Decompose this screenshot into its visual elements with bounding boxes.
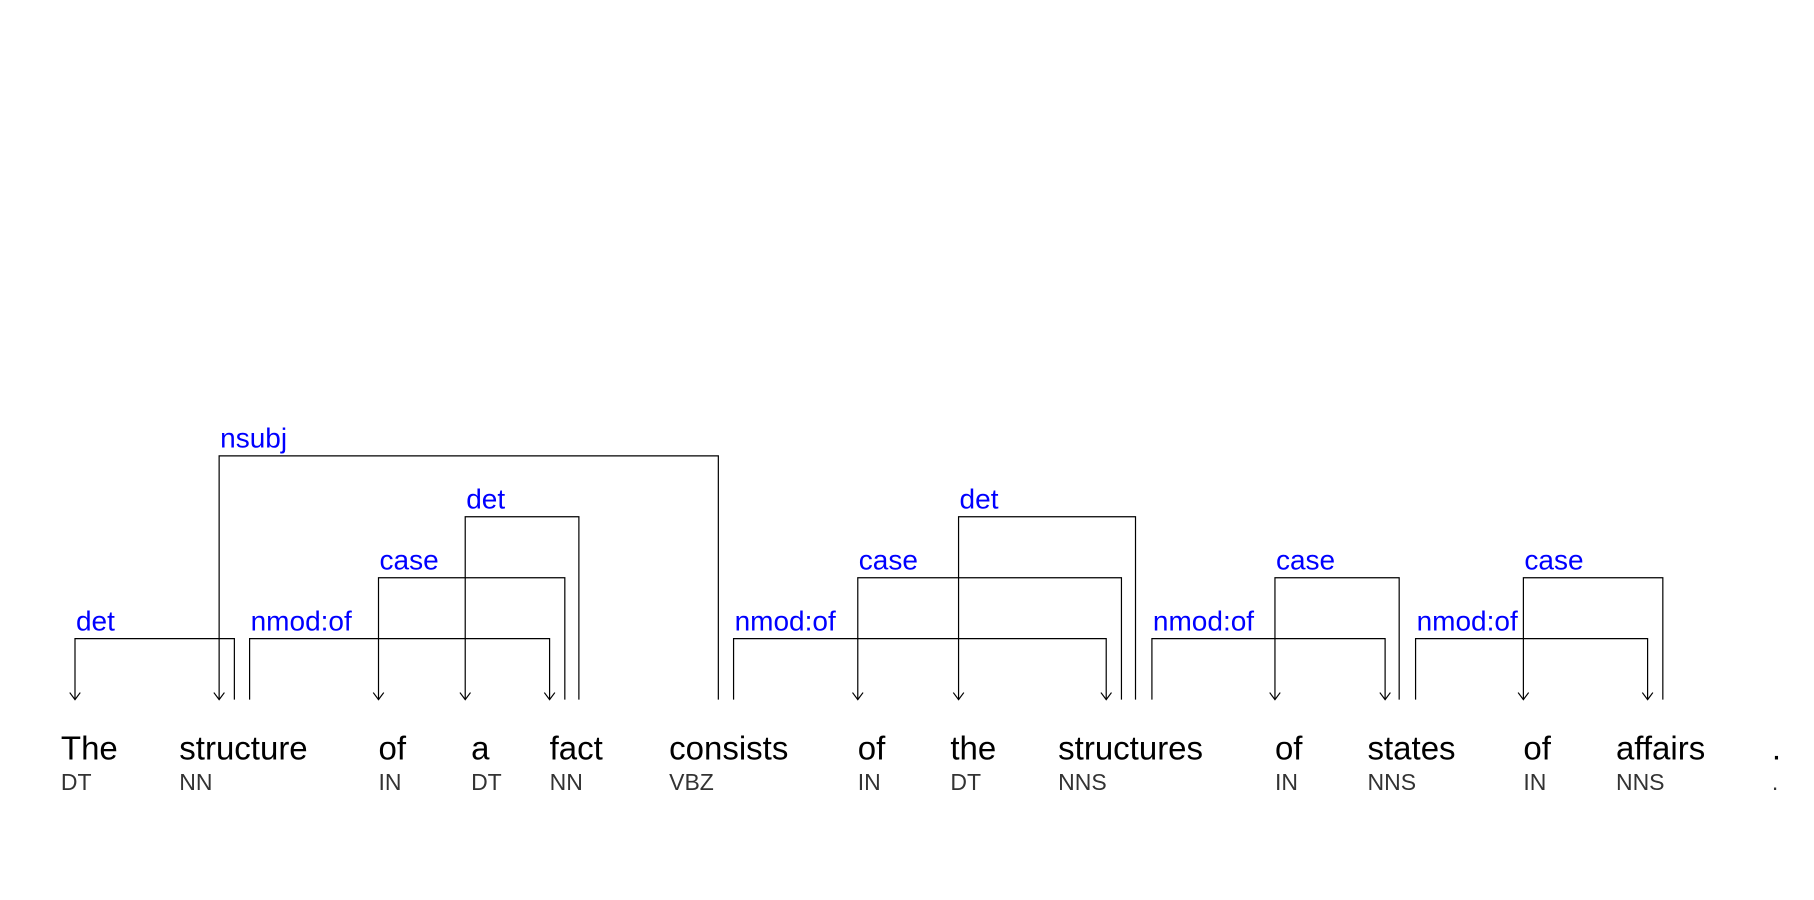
arrowhead-icon — [1100, 692, 1112, 701]
tokens-layer: The DT structure NN of IN a DT fact NN consists VBZ… — [61, 729, 1781, 794]
token-9: of IN — [1275, 729, 1303, 794]
pos-tag: NNS — [1616, 769, 1665, 795]
pos-tag: NNS — [1058, 769, 1107, 795]
dependency-arc-nmod-of: nmod:of — [732, 605, 1112, 701]
arc-label: nmod:of — [251, 605, 352, 636]
arc-label: det — [76, 605, 115, 636]
dependency-arc-case: case — [852, 545, 1123, 701]
arc-label: nsubj — [220, 423, 287, 454]
dependency-arc-det: det — [69, 605, 235, 701]
pos-tag: IN — [379, 769, 402, 795]
arc-line — [732, 638, 1107, 700]
pos-tag: IN — [1523, 769, 1546, 795]
token-7: the DT — [950, 729, 996, 794]
arc-label: nmod:of — [1417, 605, 1518, 636]
token-word: states — [1368, 729, 1456, 766]
arcs-layer: detnsubjnmod:ofcasedetnmod:ofcasedetnmod… — [69, 423, 1664, 701]
arc-line — [464, 516, 580, 700]
arrowhead-icon — [372, 692, 385, 701]
dependency-arc-case: case — [1269, 545, 1400, 701]
arrowhead-icon — [852, 692, 864, 701]
token-13: .. — [1772, 729, 1781, 794]
token-0: The DT — [61, 729, 118, 794]
token-3: a DT — [471, 729, 502, 794]
dependency-arc-det: det — [459, 484, 580, 701]
token-word: of — [858, 729, 886, 766]
arrowhead-icon — [952, 692, 965, 701]
token-4: fact NN — [550, 729, 603, 794]
pos-tag: . — [1772, 769, 1778, 795]
arc-line — [957, 516, 1137, 700]
token-word: of — [1523, 729, 1551, 766]
arc-label: det — [466, 484, 505, 515]
token-word: the — [950, 729, 996, 766]
pos-tag: DT — [61, 769, 92, 795]
token-word: of — [1275, 729, 1303, 766]
arc-label: case — [1524, 545, 1583, 576]
dependency-arc-case: case — [372, 545, 566, 701]
arrowhead-icon — [1269, 692, 1281, 701]
arc-label: case — [380, 545, 439, 576]
arrowhead-icon — [69, 692, 81, 701]
arc-line — [218, 455, 719, 700]
pos-tag: NN — [550, 769, 583, 795]
token-11: of IN — [1523, 729, 1551, 794]
arc-line — [1274, 577, 1400, 700]
arc-line — [1414, 638, 1649, 700]
token-6: of IN — [858, 729, 886, 794]
arc-line — [857, 577, 1123, 700]
arc-line — [377, 577, 566, 700]
pos-tag: NNS — [1368, 769, 1417, 795]
arc-label: nmod:of — [735, 605, 836, 636]
arc-line — [1151, 638, 1386, 700]
arc-line — [74, 638, 235, 700]
token-5: consists VBZ — [669, 729, 788, 794]
token-word: consists — [669, 729, 788, 766]
arrowhead-icon — [459, 692, 471, 701]
token-word: structures — [1058, 729, 1203, 766]
token-word: of — [379, 729, 407, 766]
token-8: structures NNS — [1058, 729, 1203, 794]
dependency-arc-nmod-of: nmod:of — [249, 605, 556, 701]
pos-tag: IN — [858, 769, 881, 795]
arc-label: case — [1276, 545, 1335, 576]
token-10: states NNS — [1368, 729, 1456, 794]
dependency-arc-nmod-of: nmod:of — [1151, 605, 1391, 701]
pos-tag: DT — [471, 769, 502, 795]
arc-label: case — [859, 545, 918, 576]
token-word: . — [1772, 729, 1781, 766]
token-12: affairs NNS — [1616, 729, 1705, 794]
token-word: a — [471, 729, 490, 766]
arc-label: det — [960, 484, 999, 515]
token-2: of IN — [379, 729, 407, 794]
arc-label: nmod:of — [1153, 605, 1254, 636]
token-word: affairs — [1616, 729, 1705, 766]
token-word: fact — [550, 729, 603, 766]
dependency-arc-nsubj: nsubj — [213, 423, 719, 701]
pos-tag: VBZ — [669, 769, 714, 795]
arrowhead-icon — [1379, 692, 1391, 701]
dependency-arc-det: det — [952, 484, 1137, 701]
dependency-arc-nmod-of: nmod:of — [1414, 605, 1654, 701]
arrowhead-icon — [543, 692, 556, 701]
token-word: The — [61, 729, 118, 766]
dependency-arc-case: case — [1517, 545, 1664, 701]
arrowhead-icon — [213, 692, 225, 701]
token-word: structure — [179, 729, 307, 766]
arrowhead-icon — [1517, 692, 1530, 701]
token-1: structure NN — [179, 729, 307, 794]
arrowhead-icon — [1641, 692, 1654, 701]
arc-line — [1522, 577, 1664, 700]
pos-tag: NN — [179, 769, 212, 795]
arc-line — [249, 638, 551, 700]
pos-tag: DT — [950, 769, 981, 795]
pos-tag: IN — [1275, 769, 1298, 795]
